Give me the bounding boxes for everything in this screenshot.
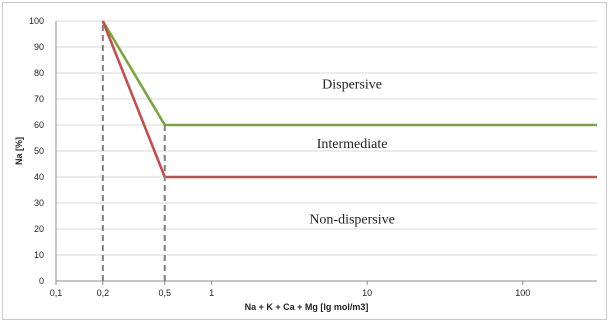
y-tick-label: 40 (34, 172, 44, 182)
x-tick-label: 100 (515, 288, 530, 298)
region-label: Dispersive (322, 77, 382, 92)
y-tick-label: 10 (34, 250, 44, 260)
x-tick-label: 0,5 (158, 288, 171, 298)
y-tick-label: 50 (34, 146, 44, 156)
tick-labels: 0 10 20 30 40 50 60 70 80 90 100 0,1 0,2 0,5 1 10 100 (29, 16, 530, 298)
x-tick-label: 10 (362, 288, 372, 298)
y-tick-label: 100 (29, 16, 44, 26)
y-tick-label: 80 (34, 68, 44, 78)
reference-lines (101, 21, 166, 281)
region-label: Intermediate (317, 137, 388, 152)
y-tick-label: 30 (34, 198, 44, 208)
x-axis-title: Na + K + Ca + Mg [lg mol/m3] (245, 302, 369, 312)
y-axis-title: Na [%] (14, 137, 24, 165)
x-tick-label: 0,2 (97, 288, 110, 298)
x-tick-label: 1 (209, 288, 214, 298)
axes-layer (55, 21, 597, 285)
x-tick-label: 0,1 (50, 288, 63, 298)
y-tick-label: 70 (34, 94, 44, 104)
y-tick-label: 90 (34, 42, 44, 52)
annotations: Dispersive Intermediate Non-dispersive (309, 77, 395, 227)
y-tick-label: 60 (34, 120, 44, 130)
y-tick-label: 20 (34, 224, 44, 234)
region-label: Non-dispersive (309, 213, 395, 228)
y-tick-label: 0 (39, 276, 44, 286)
